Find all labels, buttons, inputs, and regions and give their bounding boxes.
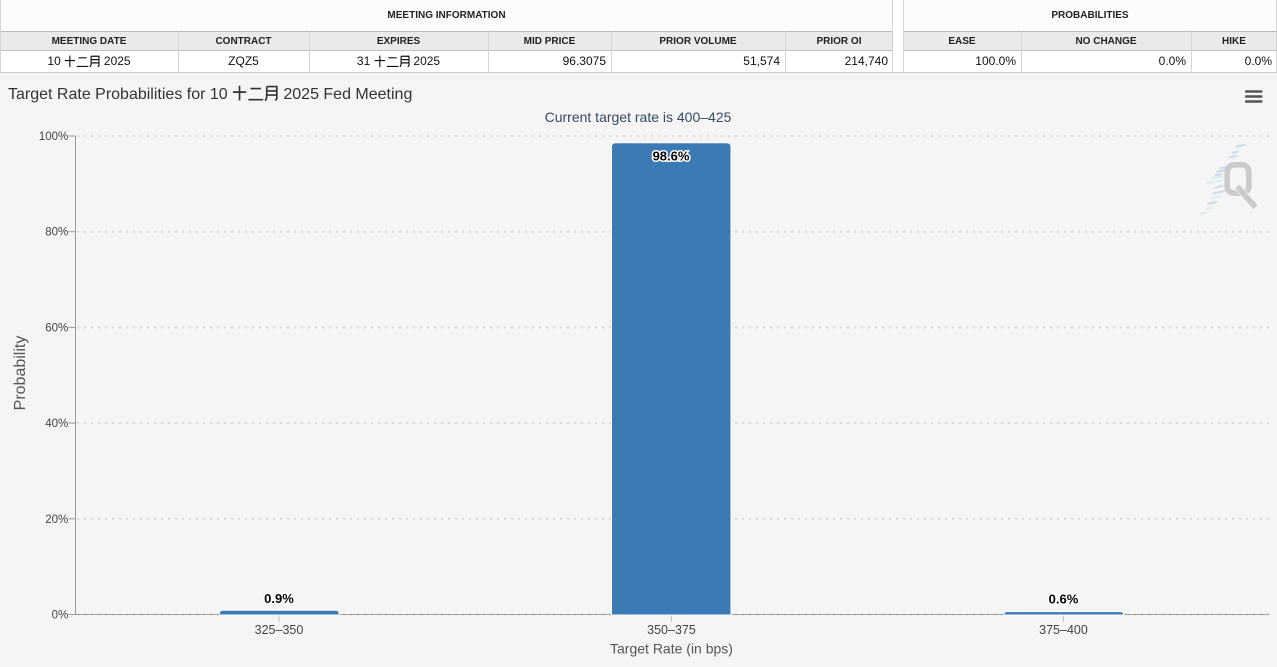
svg-text:350–375: 350–375: [647, 623, 696, 637]
svg-text:Current target rate is 400–425: Current target rate is 400–425: [545, 109, 732, 125]
svg-text:40%: 40%: [45, 418, 68, 430]
svg-text:0%: 0%: [52, 610, 69, 622]
svg-text:100%: 100%: [39, 131, 68, 143]
svg-text:98.6%: 98.6%: [653, 149, 690, 164]
svg-text:Probability: Probability: [12, 336, 29, 411]
svg-text:0.6%: 0.6%: [1049, 592, 1079, 607]
svg-text:20%: 20%: [45, 514, 68, 526]
svg-text:Target Rate (in bps): Target Rate (in bps): [610, 641, 733, 657]
svg-text:375–400: 375–400: [1039, 623, 1088, 637]
svg-text:325–350: 325–350: [255, 623, 304, 637]
svg-text:0.9%: 0.9%: [264, 591, 294, 606]
svg-text:60%: 60%: [45, 322, 68, 334]
svg-text:80%: 80%: [45, 227, 68, 239]
